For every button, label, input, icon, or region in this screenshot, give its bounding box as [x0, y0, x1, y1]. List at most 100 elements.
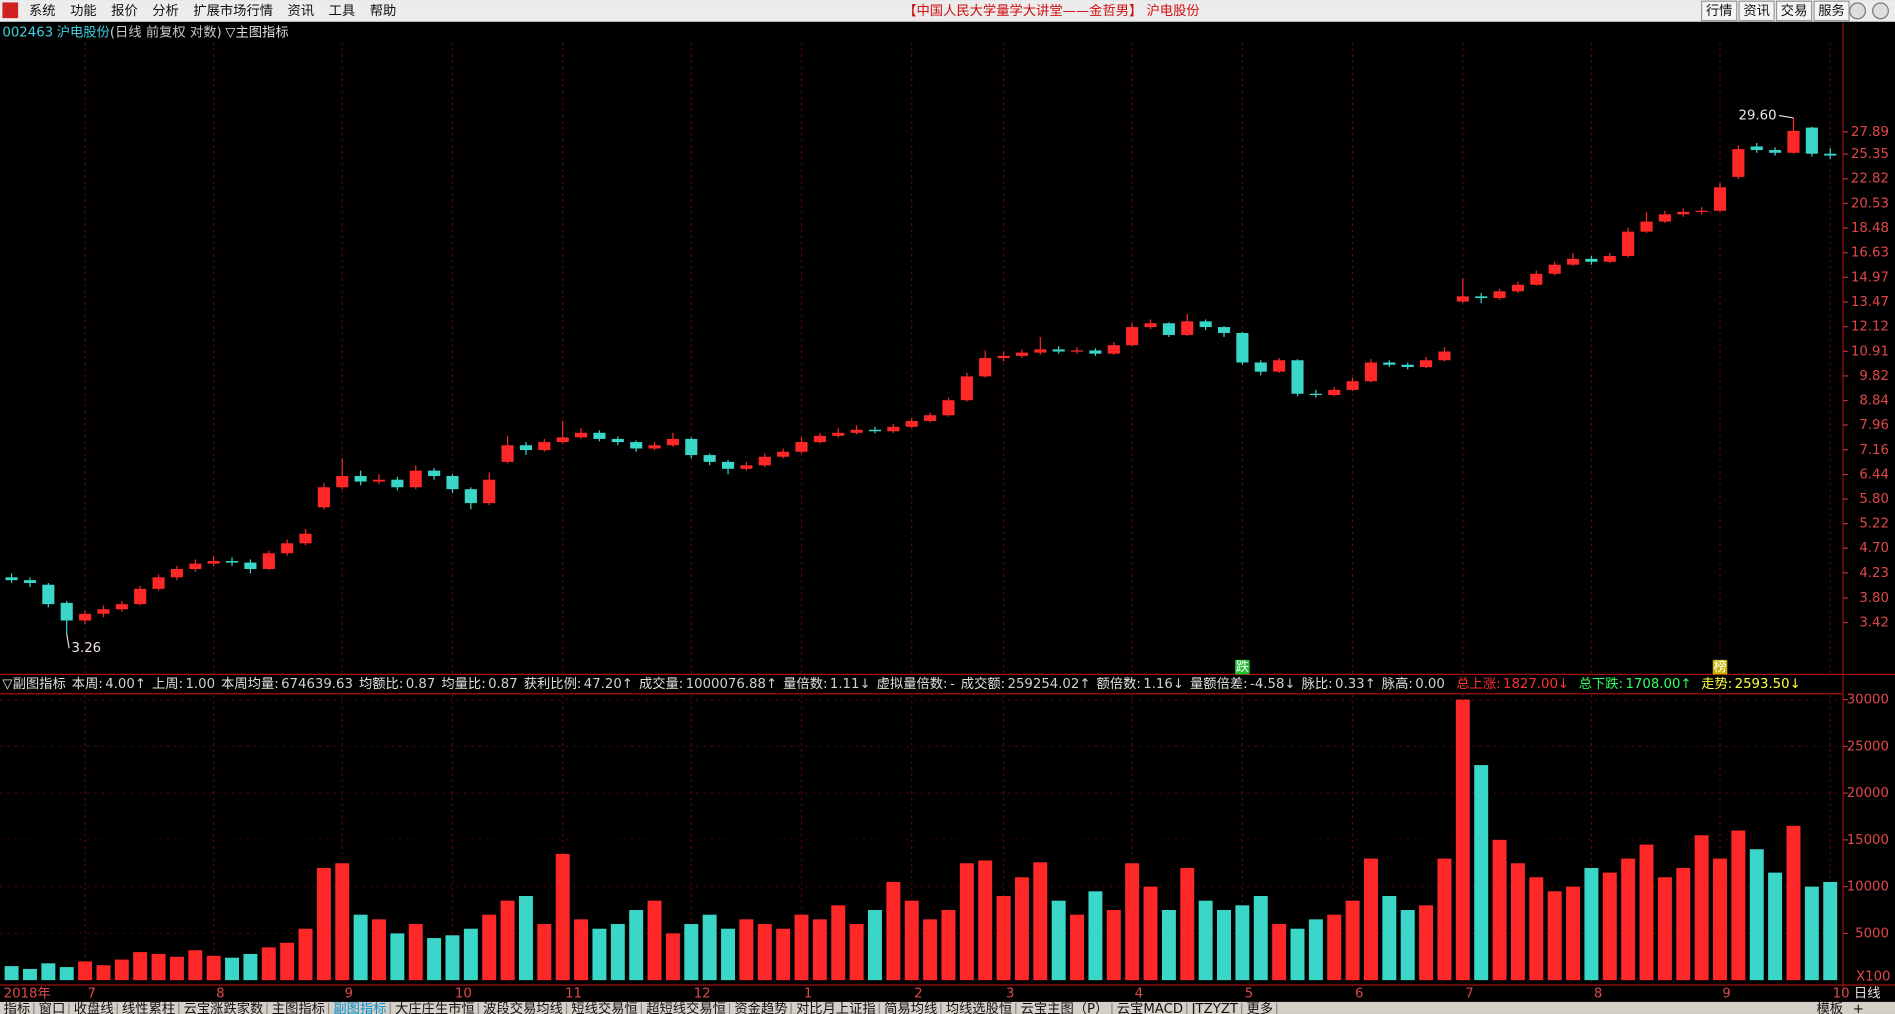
candle-body [1475, 296, 1488, 299]
tab[interactable]: 云宝MACD [1117, 1001, 1183, 1014]
top-button-frame[interactable] [1701, 0, 1738, 22]
candle-body [170, 569, 183, 578]
tab[interactable]: 对比月上证指 [796, 1001, 876, 1014]
x-tick-label: 1 [804, 986, 812, 1001]
menu-item[interactable]: 功能 [70, 3, 97, 19]
top-button[interactable]: 行情 [1706, 3, 1733, 19]
volume-bar [1492, 839, 1507, 981]
top-button[interactable]: 服务 [1818, 3, 1845, 19]
stat-value: 1000076.88↑ [686, 677, 777, 692]
candle-body [97, 609, 110, 614]
y-tick-label: 10000 [1847, 880, 1889, 895]
tab[interactable]: 更多 [1247, 1000, 1274, 1014]
window-title: 【中国人民大学量学大讲堂——金哲男】 沪电股份 [903, 3, 1199, 19]
tab[interactable]: 指标 [4, 1001, 31, 1014]
candle-body [225, 560, 239, 563]
tab[interactable]: 简易均线 [884, 1000, 937, 1014]
tab[interactable]: 窗口 [39, 1000, 66, 1014]
y-tick-label: 18.48 [1851, 221, 1889, 236]
top-button[interactable]: 交易 [1781, 2, 1808, 19]
y-tick-label: 20000 [1847, 786, 1889, 801]
tab[interactable]: 资金趋势 [734, 1001, 787, 1014]
candle-body [850, 429, 863, 433]
candle-body [1328, 389, 1341, 396]
volume-bar [1621, 858, 1636, 981]
sub-title[interactable]: ▽副图指标 [2, 676, 65, 692]
volume-bar [978, 860, 993, 981]
tab[interactable]: 短线交易恒 [571, 1000, 637, 1014]
tab-right[interactable]: + [1853, 1002, 1864, 1014]
menu-item[interactable]: 分析 [152, 3, 179, 19]
candle-body [1566, 258, 1580, 265]
stat-value: 1.16↓ [1143, 677, 1184, 692]
menu-item[interactable]: 帮助 [370, 3, 397, 19]
menu-item[interactable]: 扩展市场行情 [193, 2, 273, 19]
restore-button[interactable] [1872, 2, 1889, 20]
tab[interactable]: 大庄庄生市恒 [395, 1000, 475, 1014]
menu-item[interactable]: 工具 [329, 4, 356, 19]
tab[interactable]: 收盘线 [74, 1000, 114, 1014]
candle-body [1217, 327, 1231, 333]
tab[interactable]: 云宝主图（P） [1021, 1001, 1109, 1014]
tab-right[interactable]: 模板 [1816, 1001, 1843, 1014]
stock-name: 沪电股份 [57, 25, 110, 41]
tab[interactable]: 均线选股恒 [946, 1001, 1012, 1014]
volume-bar [794, 914, 809, 981]
x-tick-label: 8 [1594, 986, 1602, 1001]
minimize-button[interactable] [1849, 2, 1866, 20]
volume-bar [1823, 881, 1838, 981]
menu-item[interactable]: 系统 [29, 3, 56, 19]
tab[interactable]: 副图指标 [333, 1001, 386, 1014]
stat-value: 1.00 [185, 677, 215, 692]
volume-bar [225, 957, 240, 981]
top-button-frame[interactable] [1775, 0, 1813, 22]
menu-item[interactable]: 资讯 [288, 3, 315, 19]
main-indicator[interactable]: ▽主图指标 [225, 25, 288, 41]
tab[interactable]: 线性累柱 [122, 1001, 175, 1014]
volume-bar [1161, 910, 1176, 981]
x-tick-label: 4 [1135, 986, 1143, 1001]
period-label[interactable]: 日线 [1854, 985, 1881, 1001]
top-button[interactable]: 资讯 [1743, 3, 1770, 19]
candle-body [60, 602, 73, 621]
candle-body [244, 562, 257, 570]
app-logo[interactable] [2, 2, 19, 19]
candle-body [1126, 327, 1139, 346]
stat-label: 量倍数: [783, 676, 827, 692]
x-tick-label: 9 [1722, 986, 1730, 1001]
tab[interactable]: 波段交易均线 [483, 1000, 563, 1014]
tab[interactable]: JTZYZT [1191, 1002, 1239, 1014]
candle-body [813, 435, 826, 443]
candle-body [1107, 345, 1120, 354]
tab[interactable]: 云宝涨跌家数 [184, 1000, 264, 1014]
top-button-frame[interactable] [1738, 0, 1775, 22]
tab[interactable]: 超短线交易恒 [646, 1000, 726, 1014]
volume-bar [574, 919, 589, 981]
volume-bar [1639, 844, 1654, 981]
candle-body [372, 479, 386, 482]
y-tick-label: 13.47 [1851, 295, 1889, 310]
total-label: 总上涨: [1456, 676, 1500, 692]
candle-body [1530, 273, 1543, 285]
stat-label: 脉比: [1302, 676, 1333, 692]
menu-item[interactable]: 报价 [111, 3, 138, 19]
y-tick-label: 4.70 [1859, 541, 1889, 556]
stat-label: 获利比例: [524, 676, 582, 692]
stat-label: 虚拟量倍数: [877, 676, 948, 692]
annotation: 29.60 [1739, 109, 1777, 124]
volume-bar [114, 959, 129, 981]
tab[interactable]: 主图指标 [272, 1001, 325, 1014]
candle-body [189, 563, 202, 570]
x-tick-label: 2 [914, 986, 922, 1001]
stat-value: 674639.63 [281, 677, 353, 692]
x-tick-label: 11 [565, 986, 582, 1001]
candle-body [997, 355, 1010, 359]
x-tick-label: 10 [455, 986, 472, 1001]
volume-bar [1419, 905, 1434, 981]
tabs: 指标 窗口 收盘线 线性累柱 云宝涨跌家数 主图指标 副图指标 大庄庄生市恒 波段交易均线 短线交… [4, 1000, 1864, 1014]
candle-body [758, 456, 771, 466]
stat-label: 脉高: [1382, 675, 1413, 692]
y-unit-label: X100 [1856, 970, 1890, 985]
chart-mode: (日线 前复权 对数) [110, 24, 222, 41]
